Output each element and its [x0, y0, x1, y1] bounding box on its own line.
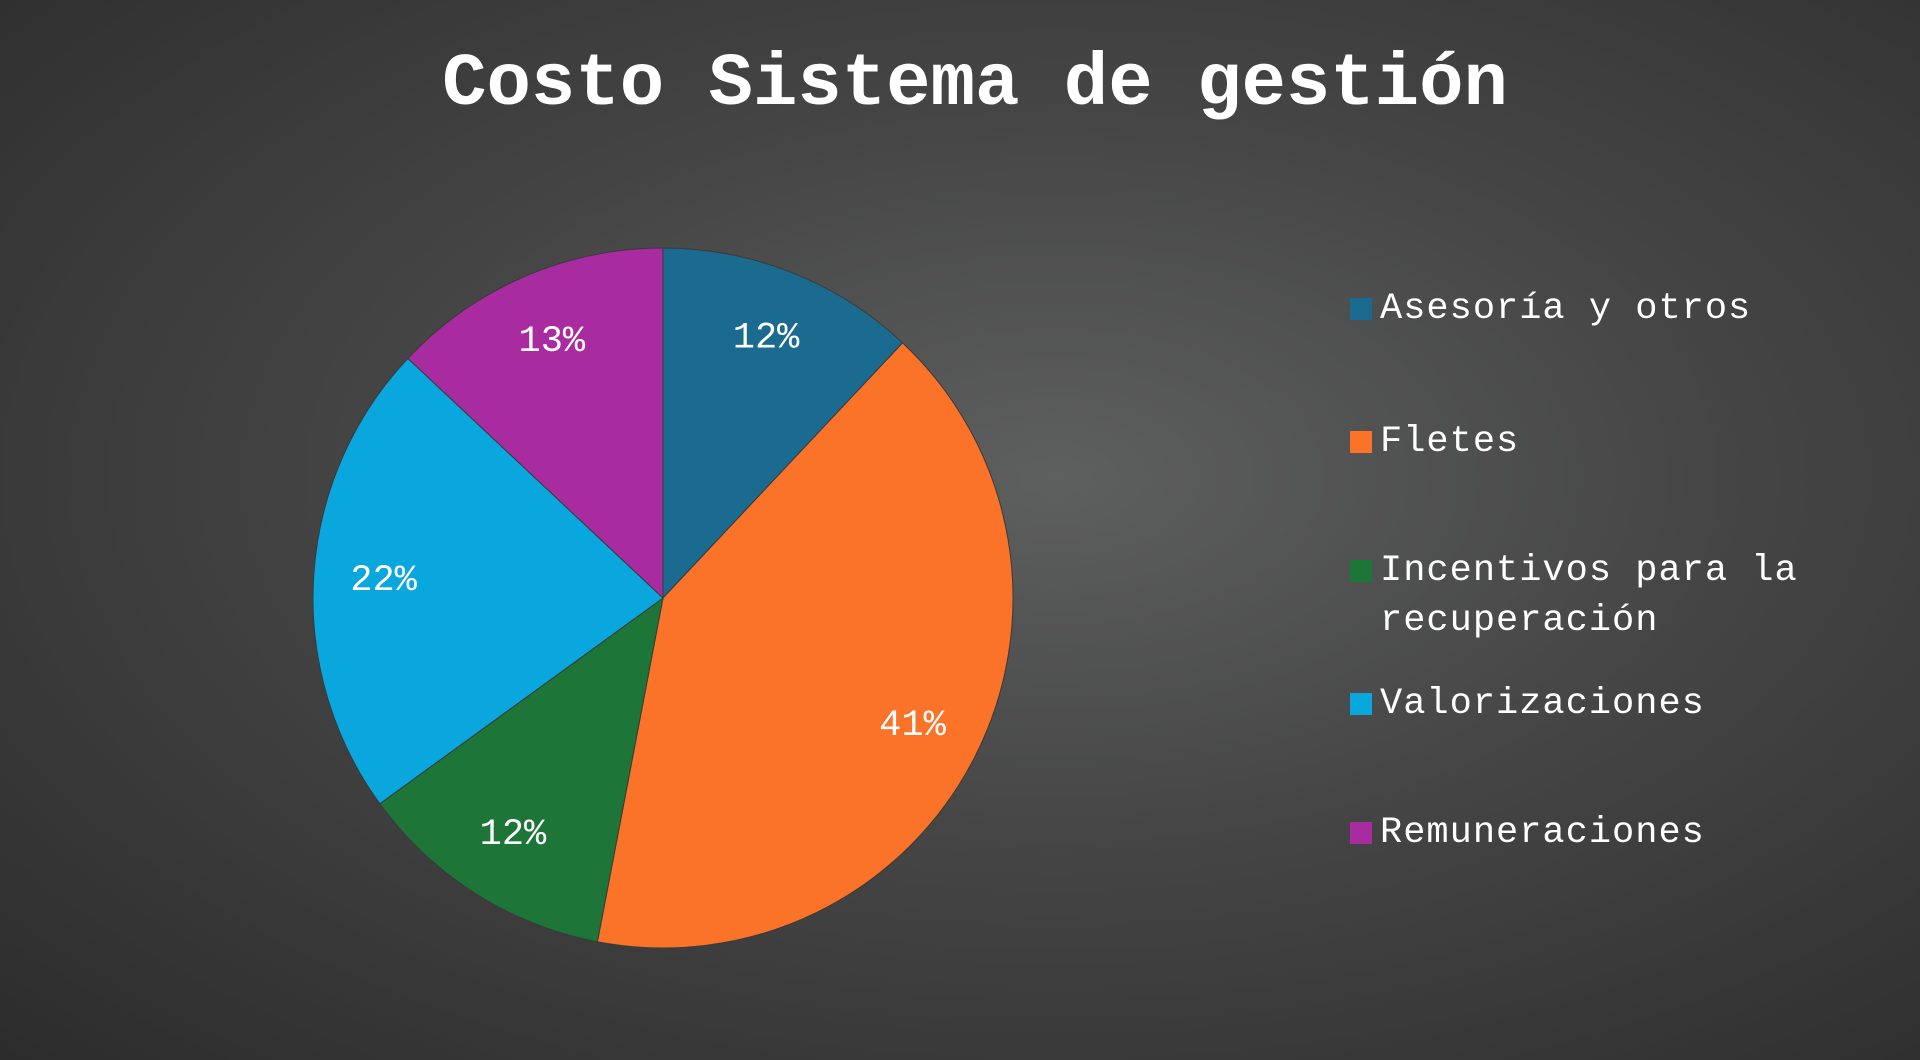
pie-slice	[379, 596, 664, 943]
legend-label: Fletes	[1380, 421, 1520, 463]
legend-label: Valorizaciones	[1380, 683, 1705, 725]
legend-item: Remuneraciones	[1350, 808, 1880, 858]
data-label: 22%	[350, 560, 417, 602]
legend-swatch	[1350, 693, 1372, 715]
chart-title: Costo Sistema de gestión	[442, 43, 1508, 127]
pie-slice	[662, 247, 904, 600]
legend-item: Incentivos para la recuperación	[1350, 546, 1880, 646]
legend-item: Fletes	[1350, 417, 1880, 467]
legend-item: Asesoría y otros	[1350, 284, 1880, 334]
pie-slice	[312, 357, 664, 805]
legend-label: Remuneraciones	[1380, 812, 1705, 854]
data-label: 13%	[518, 321, 585, 363]
pie-slice	[407, 247, 664, 600]
data-label: 12%	[733, 317, 800, 359]
legend-label: Incentivos para la recuperación	[1380, 550, 1798, 642]
legend-item: Valorizaciones	[1350, 679, 1880, 729]
legend-swatch	[1350, 298, 1372, 320]
data-label: 12%	[480, 814, 547, 856]
legend-swatch	[1350, 560, 1372, 582]
pie-slice	[596, 342, 1014, 949]
legend-swatch	[1350, 431, 1372, 453]
legend-label: Asesoría y otros	[1380, 288, 1752, 330]
legend-swatch	[1350, 822, 1372, 844]
data-label: 41%	[879, 705, 946, 747]
